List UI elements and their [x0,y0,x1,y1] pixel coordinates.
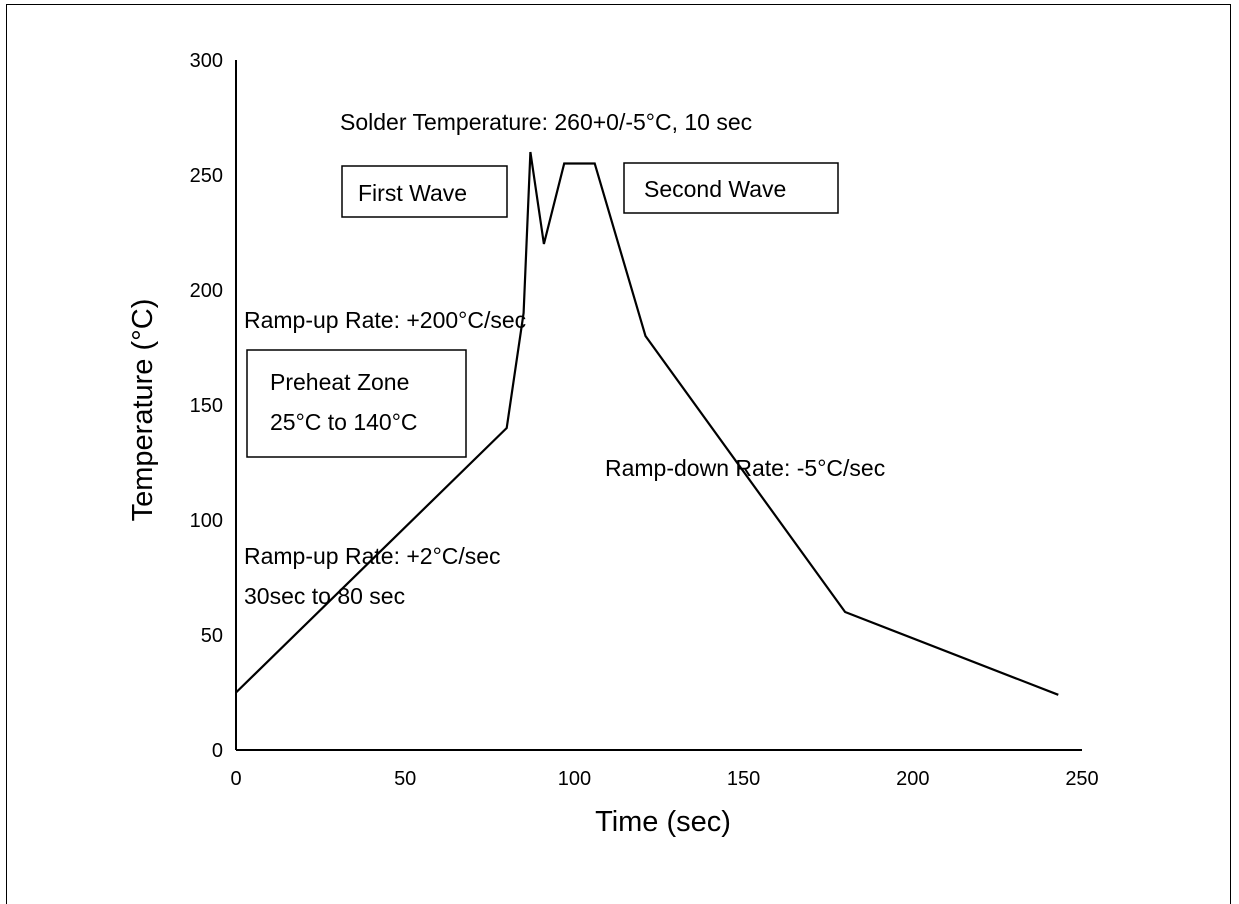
x-tick-label: 0 [230,768,241,790]
y-tick-label: 150 [190,395,223,417]
y-tick-label: 100 [190,510,223,532]
y-axis-title: Temperature (°C) [127,299,159,522]
temperature-profile-line [235,151,1059,696]
solder-temperature-label: Solder Temperature: 260+0/-5°C, 10 sec [340,109,752,135]
temperature-profile-chart: 0 50 100 150 200 250 0 50 100 150 200 250 300 Time … [127,50,1099,838]
x-tick-labels: 0 50 100 150 200 250 [230,768,1098,790]
y-tick-label: 0 [212,740,223,762]
first-wave-box [341,165,508,218]
figure-frame [6,4,1231,904]
preheat-zone-box [246,349,467,458]
ramp-up-slow-duration: 30sec to 80 sec [244,583,405,609]
second-wave-box [623,162,839,214]
y-tick-labels: 0 50 100 150 200 250 300 [190,50,223,762]
y-tick-label: 50 [201,625,223,647]
ramp-up-slow-label: Ramp-up Rate: +2°C/sec [244,543,501,569]
x-tick-label: 50 [394,768,416,790]
y-tick-label: 200 [190,280,223,302]
second-wave-label: Second Wave [644,176,786,202]
x-tick-label: 150 [727,768,760,790]
ramp-up-fast-label: Ramp-up Rate: +200°C/sec [244,307,526,333]
x-axis-title: Time (sec) [595,806,731,838]
y-tick-label: 300 [190,50,223,72]
y-tick-label: 250 [190,165,223,187]
x-tick-label: 200 [896,768,929,790]
first-wave-label: First Wave [358,180,467,206]
ramp-down-label: Ramp-down Rate: -5°C/sec [605,455,885,481]
x-tick-label: 250 [1065,768,1098,790]
preheat-zone-title: Preheat Zone [270,369,409,395]
preheat-zone-range: 25°C to 140°C [270,409,418,435]
x-tick-label: 100 [558,768,591,790]
